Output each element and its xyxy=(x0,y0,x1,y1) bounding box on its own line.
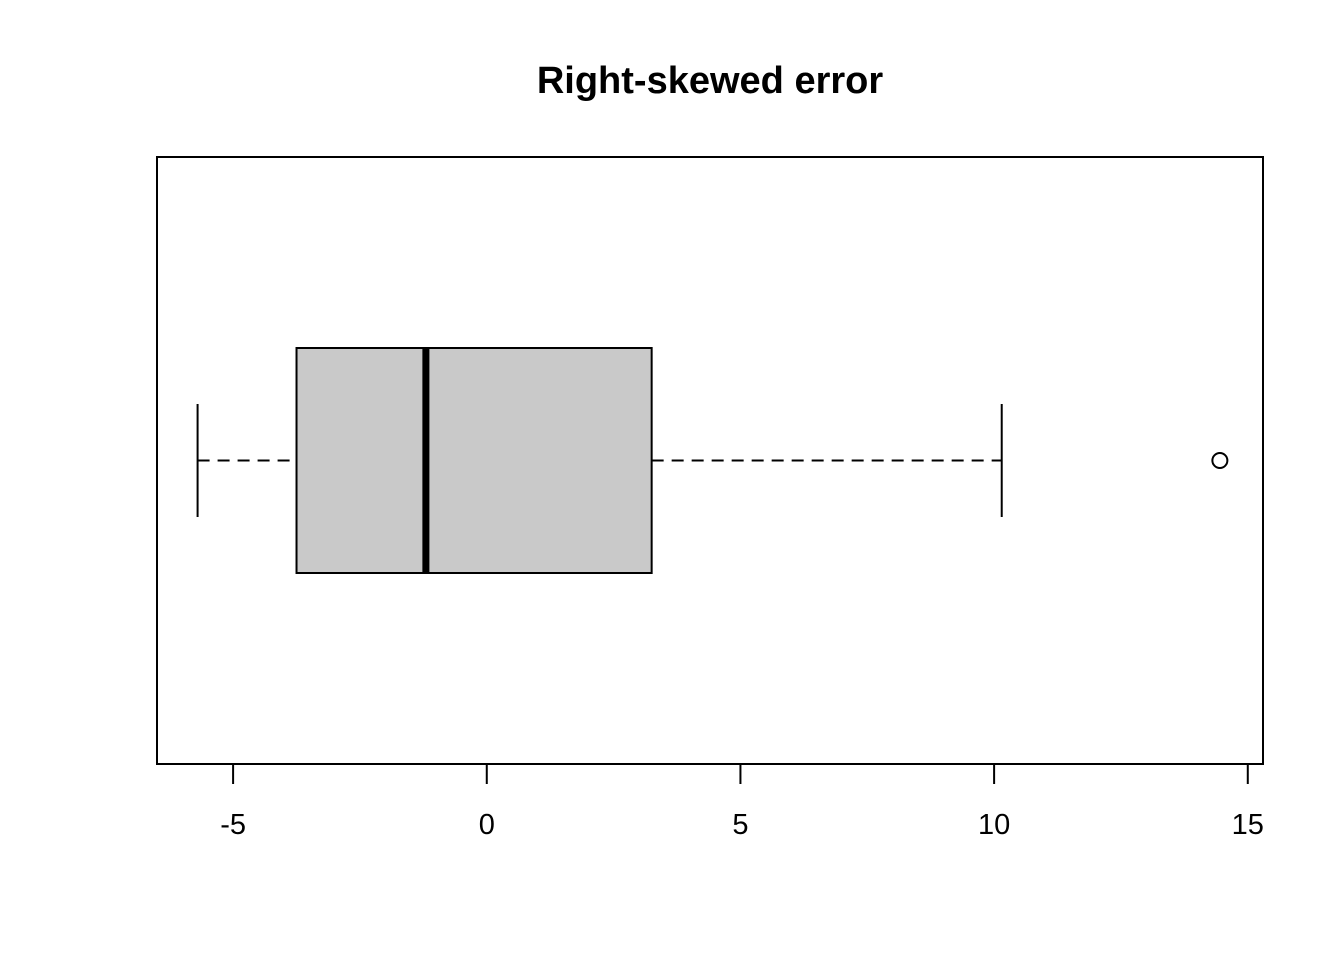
x-tick-label: 10 xyxy=(978,809,1010,841)
x-axis: -5 0 5 10 15 xyxy=(220,763,1264,841)
x-tick-label: 0 xyxy=(479,809,495,841)
chart-title: Right-skewed error xyxy=(537,60,884,102)
x-tick-label: -5 xyxy=(220,809,246,841)
x-tick-label: 5 xyxy=(732,809,748,841)
x-tick-label: 15 xyxy=(1232,809,1264,841)
outlier-point xyxy=(1211,452,1229,469)
boxplot-series xyxy=(196,347,1229,574)
iqr-box xyxy=(295,347,653,574)
